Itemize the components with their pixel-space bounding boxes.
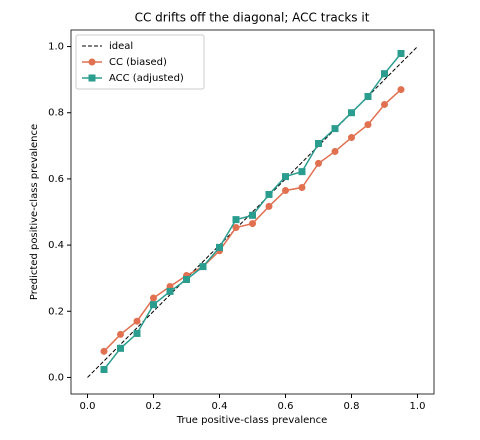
data-point xyxy=(298,168,306,176)
data-point xyxy=(166,287,174,295)
data-point xyxy=(133,329,141,337)
data-point xyxy=(331,125,339,133)
data-point xyxy=(282,186,289,194)
data-point xyxy=(117,330,124,338)
data-point xyxy=(265,190,273,198)
data-point xyxy=(364,121,372,129)
y-tick-label: 0.2 xyxy=(48,306,64,317)
data-point xyxy=(249,211,256,219)
data-point xyxy=(397,49,405,57)
legend-marker xyxy=(88,74,96,82)
data-point xyxy=(117,344,124,352)
data-point xyxy=(100,347,108,355)
data-point xyxy=(397,86,405,94)
y-tick-label: 0.4 xyxy=(48,240,64,251)
data-point xyxy=(199,263,207,271)
legend-box xyxy=(75,34,205,90)
x-tick-label: 0.6 xyxy=(278,401,294,412)
data-point xyxy=(232,224,240,232)
data-point xyxy=(348,109,355,117)
data-point xyxy=(133,317,141,325)
legend-label: CC (biased) xyxy=(109,57,167,68)
legend-marker xyxy=(88,58,96,66)
data-point xyxy=(364,93,372,101)
data-point xyxy=(331,147,339,155)
data-point xyxy=(232,216,240,224)
data-point xyxy=(315,140,322,148)
legend-label: ideal xyxy=(109,41,133,52)
y-tick-label: 1.0 xyxy=(48,42,64,53)
data-point xyxy=(216,243,223,251)
data-point xyxy=(249,220,256,228)
data-point xyxy=(100,366,108,374)
y-tick-label: 0.0 xyxy=(48,372,64,383)
data-point xyxy=(298,184,306,192)
y-axis-label: Predicted positive-class prevalence xyxy=(29,124,40,300)
data-point xyxy=(315,159,322,167)
x-tick-label: 0.8 xyxy=(344,401,360,412)
data-point xyxy=(150,294,157,302)
y-tick-label: 0.6 xyxy=(48,174,64,185)
legend-label: ACC (adjusted) xyxy=(109,73,184,84)
axes-frame xyxy=(70,29,435,395)
x-tick-label: 0.0 xyxy=(80,401,96,412)
data-point xyxy=(150,301,157,309)
x-tick-label: 1.0 xyxy=(410,401,426,412)
x-tick-label: 0.4 xyxy=(212,401,228,412)
data-point xyxy=(348,134,355,142)
data-point xyxy=(282,173,289,181)
x-tick-label: 0.2 xyxy=(146,401,162,412)
data-point xyxy=(265,202,273,210)
data-point xyxy=(381,70,388,78)
chart-title: CC drifts off the diagonal; ACC tracks i… xyxy=(135,11,370,25)
x-axis-label: True positive-class prevalence xyxy=(176,415,328,426)
y-tick-label: 0.8 xyxy=(48,108,64,119)
data-point xyxy=(183,276,190,284)
data-point xyxy=(381,100,388,108)
